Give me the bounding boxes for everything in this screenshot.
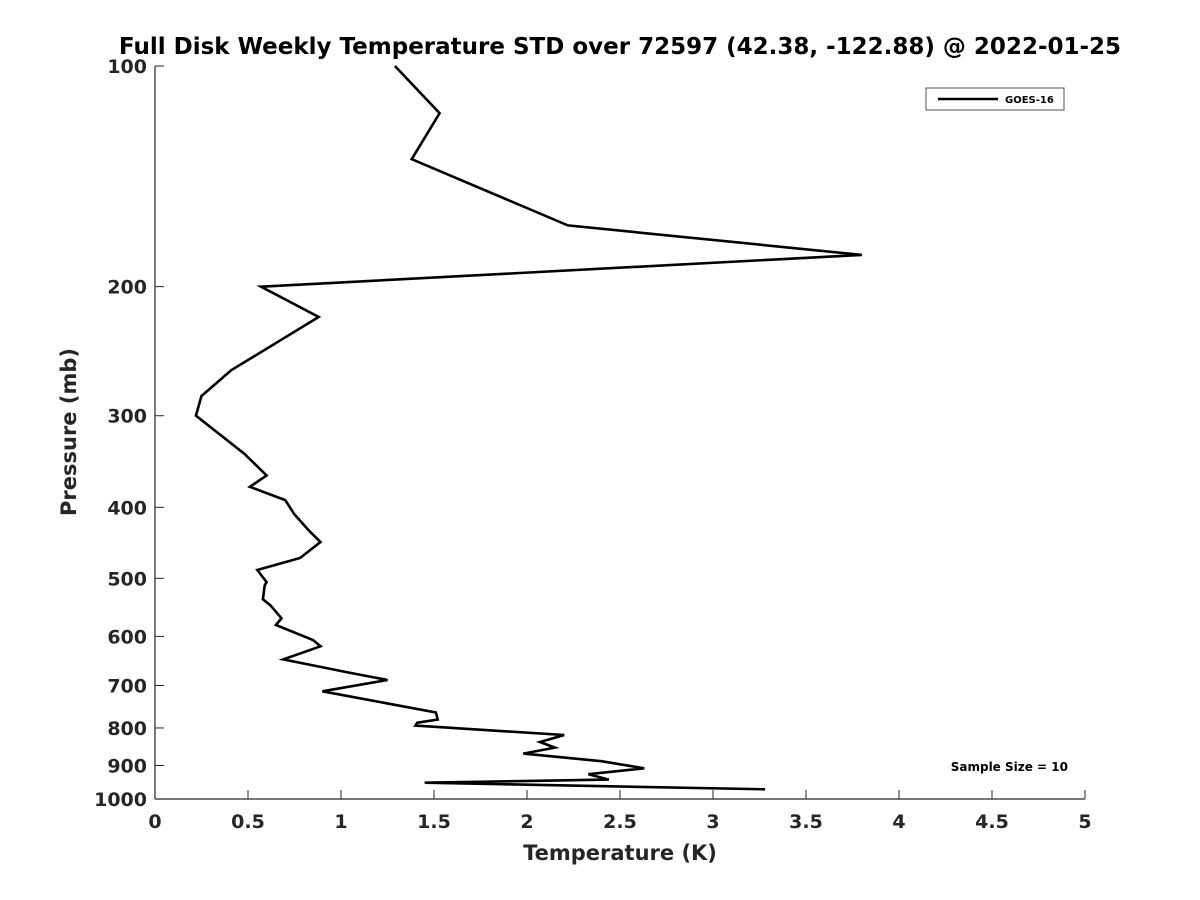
y-tick-label: 800	[107, 718, 147, 740]
legend-label-goes-16: GOES-16	[1005, 95, 1054, 106]
y-tick-label: 100	[107, 56, 147, 78]
x-axis-label: Temperature (K)	[523, 841, 717, 865]
x-tick-label: 4	[892, 811, 905, 833]
x-tick-label: 2.5	[603, 811, 637, 833]
y-tick-label: 400	[107, 497, 147, 519]
legend: GOES-16	[925, 87, 1065, 111]
y-ticks-group: 100 200 300 400 500 600 700 800 900 1000	[94, 56, 164, 811]
x-tick-label: 3	[706, 811, 719, 833]
x-tick-label: 1	[334, 811, 347, 833]
y-tick-label: 300	[107, 406, 147, 428]
y-tick-label: 1000	[94, 789, 147, 811]
chart-title: Full Disk Weekly Temperature STD over 72…	[119, 34, 1121, 60]
x-tick-label: 0	[148, 811, 161, 833]
x-tick-label: 1.5	[417, 811, 451, 833]
y-tick-label: 200	[107, 277, 147, 299]
x-ticks-group: 0 0.5 1 1.5 2 2.5 3 3.5 4 4.5 5	[148, 790, 1092, 833]
x-tick-label: 4.5	[975, 811, 1009, 833]
series-group	[194, 65, 862, 791]
x-tick-label: 3.5	[789, 811, 823, 833]
x-tick-label: 0.5	[231, 811, 265, 833]
y-tick-label: 500	[107, 568, 147, 590]
x-tick-label: 2	[520, 811, 533, 833]
y-tick-label: 700	[107, 675, 147, 697]
sample-size-annotation: Sample Size = 10	[951, 760, 1068, 774]
y-tick-label: 900	[107, 755, 147, 777]
x-tick-label: 5	[1078, 811, 1091, 833]
series-line-goes-16	[194, 65, 862, 791]
y-tick-label: 600	[107, 626, 147, 648]
y-axis-label: Pressure (mb)	[57, 348, 81, 516]
